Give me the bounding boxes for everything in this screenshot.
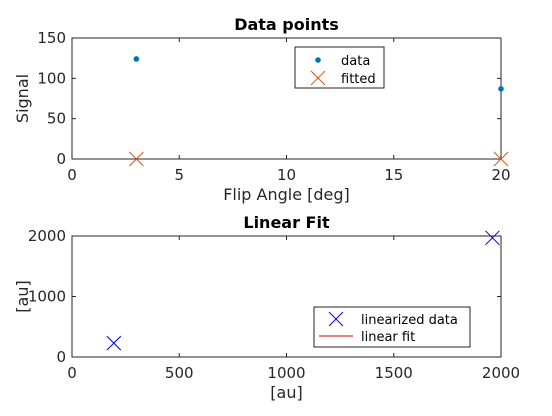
legend-label: data — [341, 54, 370, 69]
data-point — [128, 151, 144, 167]
data-point — [485, 230, 500, 246]
x-tick-label: 500 — [165, 364, 194, 382]
data-point — [133, 56, 140, 62]
data-point-stroke — [493, 151, 509, 167]
legend-marker-stroke — [310, 70, 326, 86]
y-tick-label: 1000 — [28, 288, 66, 306]
x-tick-label: 20 — [491, 166, 510, 184]
y-axis-label: Signal — [13, 74, 32, 123]
legend-marker — [315, 57, 321, 63]
data-point — [498, 86, 504, 92]
bottom-axes: 0 500 1000 1500 2000 0 1000 2000 Linear Fit [au] [… — [13, 213, 520, 402]
legend: data fitted — [294, 46, 385, 89]
x-tick-label: 5 — [174, 166, 184, 184]
legend-marker — [310, 70, 326, 86]
y-tick-label: 50 — [47, 110, 66, 128]
x-axis-label: [au] — [270, 383, 302, 402]
y-tick-label: 0 — [56, 150, 66, 168]
legend-label: linear fit — [361, 330, 415, 345]
legend-marker — [328, 311, 344, 327]
y-tick-label: 0 — [56, 348, 66, 366]
data-point — [106, 335, 122, 351]
x-tick-label: 0 — [67, 364, 77, 382]
x-tick-label: 1500 — [375, 364, 413, 382]
chart-title: Linear Fit — [243, 213, 330, 232]
axes-box — [71, 37, 502, 160]
x-tick-label: 10 — [277, 166, 296, 184]
legend-box — [294, 46, 385, 89]
y-tick-label: 150 — [37, 29, 66, 47]
y-tick-label: 100 — [37, 69, 66, 87]
data-point-stroke — [106, 335, 122, 351]
y-axis-label: [au] — [13, 280, 32, 312]
legend: linearized data linear fit — [313, 306, 471, 348]
legend-marker-stroke — [328, 311, 344, 327]
legend-label: fitted — [341, 72, 376, 87]
chart-title: Data points — [234, 15, 339, 34]
legend-box — [313, 306, 471, 348]
x-axis-label: Flip Angle [deg] — [223, 185, 350, 204]
y-tick-label: 2000 — [28, 227, 66, 245]
legend-label: linearized data — [361, 313, 458, 328]
x-tick-label: 1000 — [267, 364, 305, 382]
x-tick-label: 15 — [384, 166, 403, 184]
data-point — [493, 151, 509, 167]
x-tick-label: 2000 — [482, 364, 520, 382]
x-tick-label: 0 — [67, 166, 77, 184]
data-point-stroke — [128, 151, 144, 167]
top-axes: 0 5 10 15 20 0 50 100 150 Data points Flip Angle [… — [13, 15, 511, 204]
data-point-stroke — [485, 230, 500, 246]
